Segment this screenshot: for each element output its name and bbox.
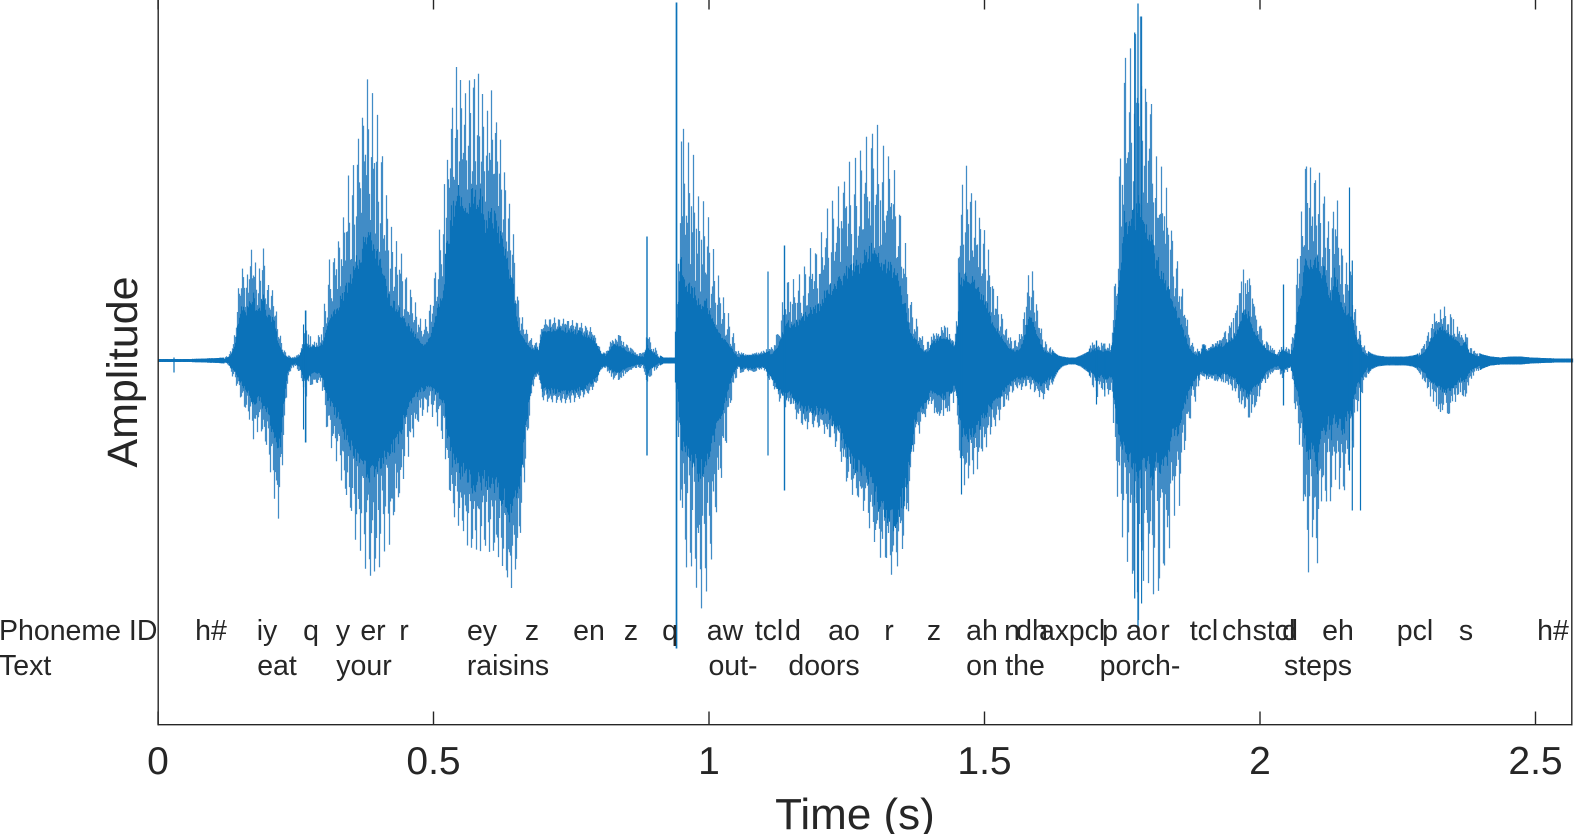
svg-text:out-: out- (708, 650, 757, 682)
svg-text:Amplitude: Amplitude (99, 276, 147, 467)
svg-text:1.5: 1.5 (957, 740, 1011, 783)
svg-text:pcl: pcl (1069, 615, 1105, 647)
svg-text:the: the (1005, 650, 1045, 682)
svg-text:z: z (525, 615, 539, 647)
svg-text:stcl: stcl (1253, 615, 1296, 647)
svg-text:2.5: 2.5 (1508, 740, 1562, 783)
svg-text:iy: iy (257, 615, 278, 647)
svg-text:aw: aw (707, 615, 744, 647)
svg-text:s: s (1459, 615, 1473, 647)
svg-text:Text: Text (0, 650, 51, 682)
svg-text:n: n (1004, 615, 1020, 647)
svg-text:ao: ao (1126, 615, 1158, 647)
svg-text:en: en (573, 615, 605, 647)
svg-text:1: 1 (698, 740, 720, 783)
svg-text:steps: steps (1284, 650, 1352, 682)
svg-text:on: on (966, 650, 998, 682)
svg-text:r: r (1160, 615, 1170, 647)
svg-text:h#: h# (1537, 615, 1569, 647)
svg-text:0.5: 0.5 (406, 740, 460, 783)
svg-text:Phoneme ID: Phoneme ID (0, 615, 157, 647)
svg-text:ao: ao (828, 615, 860, 647)
svg-text:pcl: pcl (1397, 615, 1433, 647)
svg-text:p: p (1102, 615, 1118, 647)
svg-text:porch-: porch- (1100, 650, 1181, 682)
svg-text:ey: ey (467, 615, 498, 647)
svg-text:y: y (336, 615, 351, 647)
svg-text:er: er (360, 615, 386, 647)
svg-text:doors: doors (788, 650, 859, 682)
svg-text:2: 2 (1249, 740, 1271, 783)
svg-text:ax: ax (1039, 615, 1069, 647)
svg-text:ah: ah (966, 615, 998, 647)
svg-text:d: d (785, 615, 801, 647)
svg-text:Time (s): Time (s) (775, 790, 935, 834)
svg-text:h#: h# (195, 615, 227, 647)
svg-text:dh: dh (1016, 615, 1048, 647)
svg-text:tcl: tcl (1190, 615, 1219, 647)
svg-text:0: 0 (147, 740, 169, 783)
svg-text:z: z (624, 615, 638, 647)
svg-text:q: q (303, 615, 319, 647)
svg-text:q: q (662, 615, 678, 647)
svg-text:ch: ch (1222, 615, 1252, 647)
svg-text:your: your (336, 650, 392, 682)
svg-text:d: d (1282, 615, 1298, 647)
svg-text:r: r (399, 615, 409, 647)
svg-text:tcl: tcl (755, 615, 784, 647)
svg-text:raisins: raisins (467, 650, 549, 682)
svg-text:z: z (927, 615, 941, 647)
svg-text:eat: eat (257, 650, 297, 682)
svg-text:eh: eh (1322, 615, 1354, 647)
svg-text:r: r (884, 615, 894, 647)
